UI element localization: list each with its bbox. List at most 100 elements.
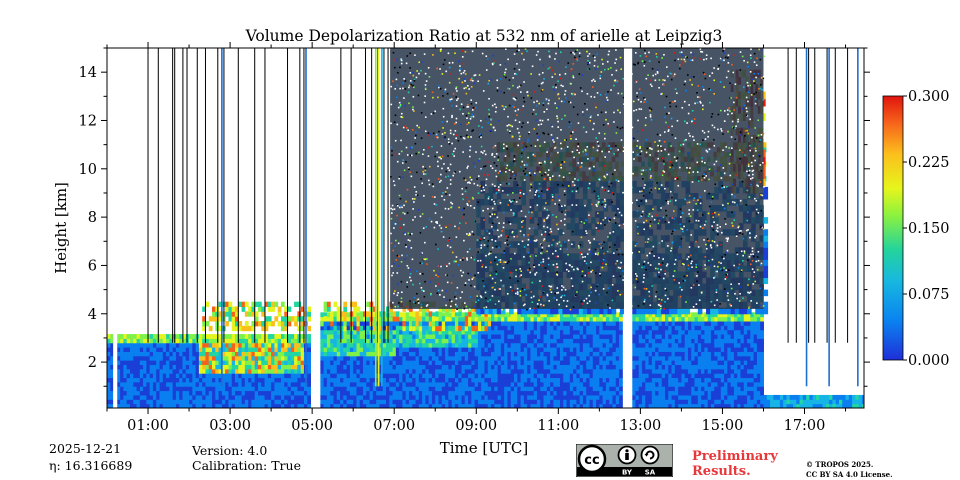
raster-cell <box>231 306 236 312</box>
raster-cell <box>582 386 587 392</box>
raster-cell <box>363 321 367 326</box>
raster-cell <box>569 364 574 370</box>
raster-cell <box>195 351 200 357</box>
raster-cell <box>353 338 357 344</box>
raster-cell <box>635 399 640 405</box>
raster-cell <box>687 338 692 344</box>
raster-cell <box>415 403 420 408</box>
raster-cell <box>559 351 564 357</box>
raster-cell <box>530 355 535 361</box>
raster-cell <box>129 338 134 344</box>
raster-cell <box>464 351 469 357</box>
raster-cell <box>540 399 545 405</box>
raster-cell <box>540 334 545 339</box>
raster-cell <box>126 355 131 361</box>
raster-cell <box>418 390 423 396</box>
raster-cell <box>287 321 292 327</box>
raster-cell <box>651 355 656 361</box>
raster-cell <box>244 355 249 361</box>
raster-cell <box>192 381 197 387</box>
raster-cell <box>205 338 210 344</box>
raster-cell <box>405 368 410 374</box>
raster-cell <box>648 355 653 361</box>
raster-cell <box>527 338 531 344</box>
raster-cell <box>330 347 334 352</box>
raster-cell <box>290 381 295 387</box>
raster-cell <box>418 306 423 312</box>
raster-cell <box>139 381 144 387</box>
raster-cell <box>743 390 748 396</box>
raster-cell <box>425 403 430 408</box>
raster-cell <box>330 360 334 366</box>
raster-cell <box>609 316 613 322</box>
raster-cell <box>182 386 187 392</box>
raster-cell <box>346 394 351 400</box>
raster-cell <box>425 373 430 379</box>
raster-cell <box>674 394 679 400</box>
raster-cell <box>333 311 338 317</box>
raster-cell <box>543 321 548 326</box>
raster-cell <box>267 316 272 322</box>
raster-cell <box>605 390 610 396</box>
raster-cell <box>231 316 236 322</box>
raster-cell <box>320 381 325 387</box>
raster-cell <box>133 403 138 408</box>
raster-cell <box>399 325 403 331</box>
raster-cell <box>687 403 692 408</box>
raster-cell <box>658 338 663 344</box>
raster-cell <box>349 316 354 322</box>
raster-cell <box>146 403 151 408</box>
raster-cell <box>530 325 535 331</box>
raster-cell <box>248 394 252 400</box>
raster-cell <box>146 399 151 405</box>
raster-cell <box>704 316 709 322</box>
raster-cell <box>546 377 551 383</box>
raster-cell <box>605 329 610 335</box>
raster-cell <box>661 377 666 383</box>
raster-cell <box>235 360 239 366</box>
raster-cell <box>307 403 312 408</box>
raster-cell <box>392 373 397 379</box>
raster-cell <box>241 355 246 361</box>
raster-cell <box>363 377 367 383</box>
raster-cell <box>737 351 742 357</box>
raster-cell <box>658 381 663 387</box>
raster-cell <box>556 338 561 344</box>
raster-cell <box>136 368 141 374</box>
raster-cell <box>566 368 571 374</box>
raster-cell <box>179 338 183 344</box>
raster-cell <box>563 316 568 322</box>
raster-cell <box>185 355 190 361</box>
raster-cell <box>159 390 164 396</box>
raster-cell <box>297 399 302 405</box>
raster-cell <box>386 403 390 408</box>
raster-cell <box>619 381 623 387</box>
raster-cell <box>110 377 115 383</box>
raster-cell <box>671 399 676 405</box>
raster-cell <box>218 325 223 332</box>
raster-cell <box>179 377 183 383</box>
raster-cell <box>573 390 577 396</box>
raster-cell <box>372 351 377 357</box>
raster-cell <box>408 338 413 344</box>
raster-cell <box>143 399 147 405</box>
raster-cell <box>559 329 564 335</box>
raster-cell <box>320 351 325 357</box>
raster-cell <box>382 403 387 408</box>
raster-cell <box>661 390 666 396</box>
raster-cell <box>550 351 554 357</box>
raster-cell <box>701 316 705 322</box>
raster-cell <box>120 355 124 361</box>
raster-cell <box>395 399 400 405</box>
raster-cell <box>139 338 144 344</box>
raster-cell <box>274 347 279 352</box>
raster-cell <box>619 316 623 322</box>
raster-cell <box>290 347 295 352</box>
raster-cell <box>523 377 528 383</box>
raster-cell <box>750 377 755 383</box>
raster-cell <box>123 399 128 405</box>
raster-cell <box>300 325 305 332</box>
raster-cell <box>441 373 446 379</box>
raster-cell <box>540 329 545 335</box>
raster-cell <box>448 316 453 322</box>
